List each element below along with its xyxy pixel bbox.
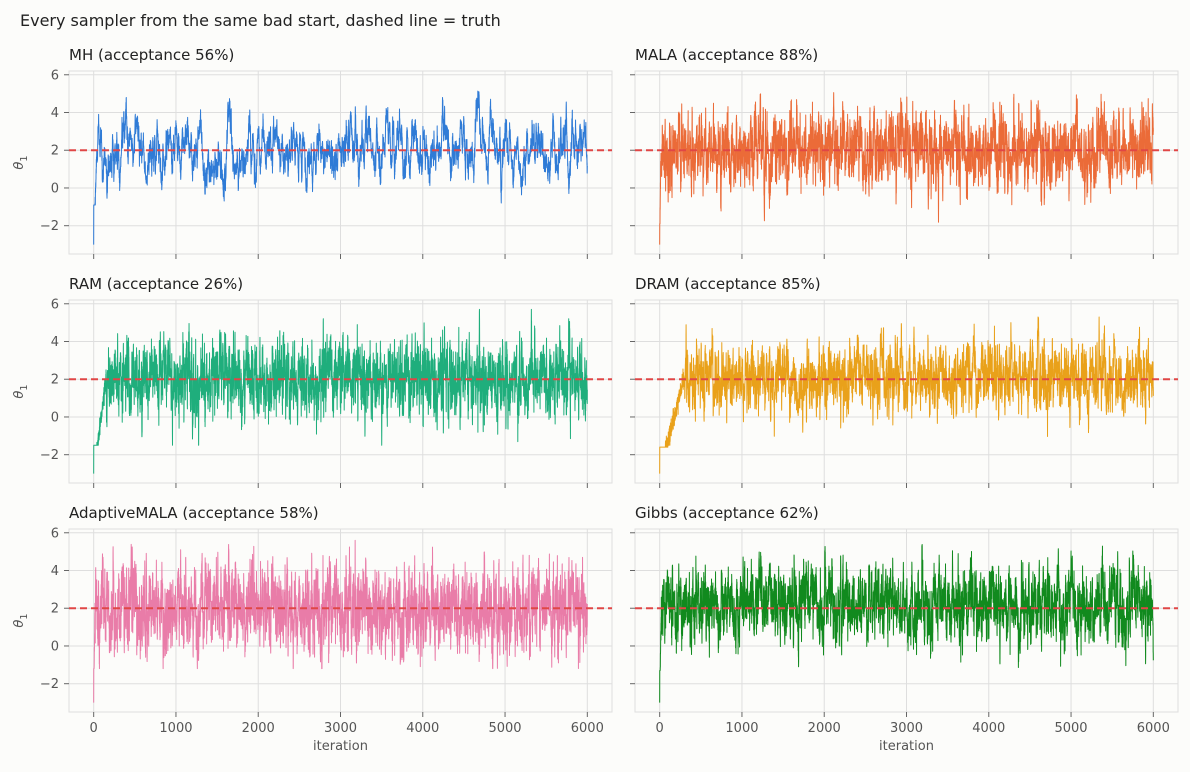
panel-adaptivemala: AdaptiveMALA (acceptance 58%) −2 0 2 4 6 0 1000… — [12, 504, 613, 754]
y-tick-label: 6 — [51, 526, 59, 541]
x-tick-label: 4000 — [406, 721, 439, 736]
y-tick-label: 6 — [51, 297, 59, 312]
x-axis-label: iteration — [879, 739, 934, 754]
y-axis-label: θ1 — [12, 613, 30, 627]
x-tick-label: 1000 — [725, 721, 758, 736]
x-tick-label: 6000 — [571, 721, 604, 736]
x-tick-label: 5000 — [1054, 721, 1087, 736]
trace-line-adaptivemala — [93, 539, 588, 703]
y-tick-label: 0 — [51, 410, 59, 425]
trace-line-gibbs — [659, 543, 1154, 703]
y-tick-label: 4 — [51, 564, 59, 579]
trace-line-ram — [93, 308, 588, 474]
panel-gibbs: Gibbs (acceptance 62%) 0 1000 2000 3000 4000 5… — [630, 504, 1179, 754]
trace-line-dram — [659, 316, 1154, 474]
y-tick-label: −2 — [40, 448, 59, 463]
x-tick-label: 3000 — [324, 721, 357, 736]
y-tick-label: 2 — [51, 373, 59, 388]
panel-title-mh: MH (acceptance 56%) — [69, 46, 234, 64]
panel-title-ram: RAM (acceptance 26%) — [69, 275, 243, 293]
y-tick-label: 2 — [51, 144, 59, 159]
y-tick-label: 4 — [51, 335, 59, 350]
panel-title-gibbs: Gibbs (acceptance 62%) — [635, 504, 819, 522]
trace-line-mh — [93, 90, 588, 245]
panel-title-mala: MALA (acceptance 88%) — [635, 46, 818, 64]
x-tick-label: 4000 — [972, 721, 1005, 736]
y-tick-label: 6 — [51, 68, 59, 83]
x-tick-label: 2000 — [242, 721, 275, 736]
x-tick-label: 2000 — [808, 721, 841, 736]
panel-title-dram: DRAM (acceptance 85%) — [635, 275, 821, 293]
panels-grid: MH (acceptance 56%) −2 0 2 4 6 θ1 MALA (accepta… — [12, 46, 1179, 754]
x-tick-label: 0 — [90, 721, 98, 736]
y-axis-label: θ1 — [12, 384, 30, 398]
y-tick-label: −2 — [40, 219, 59, 234]
figure-title: Every sampler from the same bad start, d… — [20, 11, 501, 30]
y-tick-label: 0 — [51, 181, 59, 196]
y-tick-label: −2 — [40, 677, 59, 692]
x-tick-label: 1000 — [159, 721, 192, 736]
y-tick-label: 4 — [51, 106, 59, 121]
panel-ram: RAM (acceptance 26%) −2 0 2 4 6 θ1 — [12, 275, 613, 488]
panel-dram: DRAM (acceptance 85%) — [630, 275, 1179, 488]
trace-line-mala — [659, 92, 1154, 245]
x-tick-label: 5000 — [488, 721, 521, 736]
panel-mh: MH (acceptance 56%) −2 0 2 4 6 θ1 — [12, 46, 613, 259]
x-tick-label: 6000 — [1137, 721, 1170, 736]
panel-mala: MALA (acceptance 88%) — [630, 46, 1179, 259]
x-tick-label: 0 — [656, 721, 664, 736]
y-tick-label: 0 — [51, 639, 59, 654]
x-tick-label: 3000 — [890, 721, 923, 736]
panel-title-adaptivemala: AdaptiveMALA (acceptance 58%) — [69, 504, 319, 522]
x-axis-label: iteration — [313, 739, 368, 754]
y-axis-label: θ1 — [12, 155, 30, 169]
y-tick-label: 2 — [51, 602, 59, 617]
